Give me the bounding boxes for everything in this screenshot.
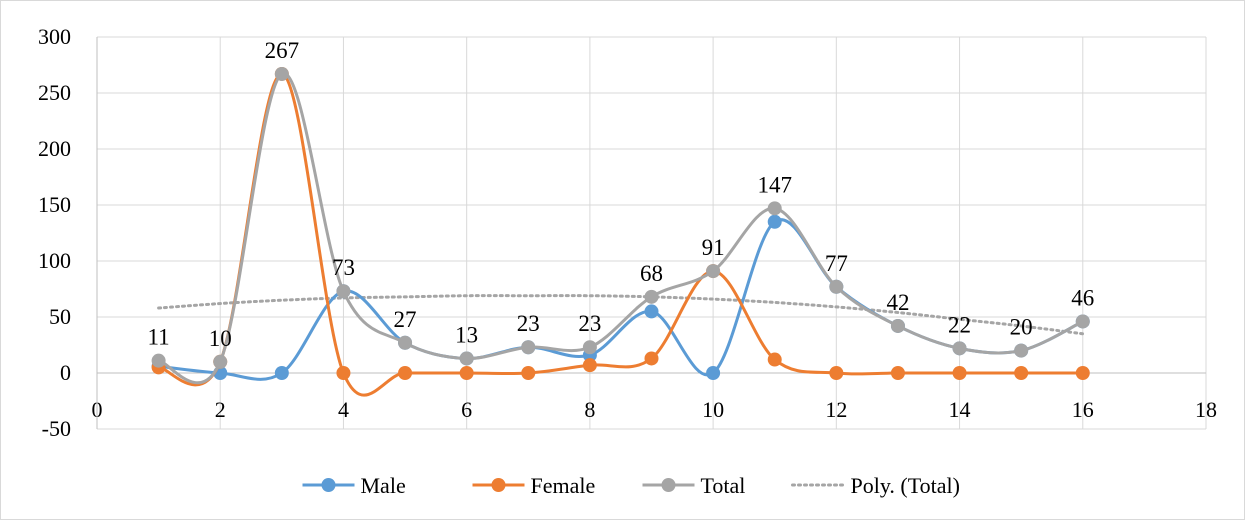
legend: Male Female Total Poly. (Total)	[302, 473, 960, 498]
data-label: 22	[948, 312, 971, 337]
data-point-total	[459, 351, 474, 366]
data-label: 20	[1010, 315, 1033, 340]
x-tick-label: 2	[215, 397, 226, 422]
data-label: 267	[265, 38, 300, 63]
legend-label: Poly. (Total)	[851, 473, 960, 498]
y-tick-label: 200	[38, 136, 71, 161]
data-labels: 11 10 267 73 27 13 23 23 68 91 147 77 42 22 20 46	[148, 38, 1095, 351]
series-plot	[151, 66, 1090, 397]
data-point-female	[829, 366, 844, 380]
data-label: 11	[148, 325, 170, 350]
data-point-total	[952, 341, 967, 356]
data-label: 27	[394, 307, 417, 332]
data-label: 77	[825, 251, 848, 276]
legend-label: Male	[361, 473, 406, 498]
gridlines	[96, 36, 1207, 430]
data-point-female	[582, 358, 597, 373]
y-tick-label: 150	[38, 192, 71, 217]
legend-marker	[661, 478, 676, 492]
data-point-total	[274, 66, 289, 81]
data-point-total	[767, 201, 782, 216]
y-tick-label: 250	[38, 80, 71, 105]
x-tick-label: 6	[461, 397, 472, 422]
y-tick-label: -50	[42, 416, 71, 441]
data-point-female	[767, 352, 782, 367]
data-label: 13	[455, 322, 478, 347]
data-point-total	[829, 279, 844, 294]
legend-item-male: Male	[302, 473, 406, 498]
data-label: 73	[332, 255, 355, 280]
data-point-total	[890, 318, 905, 333]
legend-marker	[491, 478, 506, 492]
data-point-total	[398, 335, 413, 350]
data-label: 91	[702, 235, 725, 260]
y-tick-label: 300	[38, 24, 71, 49]
x-tick-label: 14	[949, 397, 971, 422]
legend-marker	[321, 478, 336, 492]
data-point-total	[1075, 314, 1090, 329]
data-point-female	[459, 366, 474, 380]
data-point-total	[644, 289, 659, 304]
x-tick-label: 18	[1195, 397, 1217, 422]
legend-label: Total	[701, 473, 746, 498]
data-point-female	[890, 366, 905, 380]
data-label: 46	[1071, 285, 1094, 310]
data-label: 23	[578, 311, 601, 336]
data-point-total	[706, 264, 721, 279]
data-label: 147	[757, 172, 792, 197]
x-tick-label: 12	[825, 397, 847, 422]
x-tick-label: 16	[1072, 397, 1094, 422]
y-tick-label: 100	[38, 248, 71, 273]
data-point-female	[521, 366, 536, 380]
series-line-female	[158, 72, 1083, 397]
data-label: 68	[640, 261, 663, 286]
data-label: 42	[886, 290, 909, 315]
data-point-total	[582, 340, 597, 355]
data-point-male	[644, 304, 659, 319]
legend-item-total: Total	[642, 473, 746, 498]
data-point-female	[952, 366, 967, 380]
trendline-poly-total	[157, 294, 1085, 336]
data-point-male	[706, 366, 721, 380]
y-tick-label: 50	[49, 304, 71, 329]
x-tick-label: 8	[584, 397, 595, 422]
x-tick-label: 4	[338, 397, 349, 422]
data-point-total	[151, 353, 166, 368]
data-point-female	[336, 366, 351, 380]
data-point-female	[398, 366, 413, 380]
data-point-female	[1014, 366, 1029, 380]
data-point-female	[644, 351, 659, 366]
data-point-total	[336, 284, 351, 299]
data-label: 23	[517, 311, 540, 336]
data-label: 10	[209, 326, 232, 351]
data-point-total	[213, 354, 228, 369]
legend-item-female: Female	[472, 473, 596, 498]
data-point-male	[274, 366, 289, 380]
data-point-male	[767, 214, 782, 229]
legend-label: Female	[531, 473, 596, 498]
data-point-female	[1075, 366, 1090, 380]
data-point-total	[521, 340, 536, 355]
y-tick-label: 0	[60, 360, 71, 385]
legend-item-poly-total: Poly. (Total)	[791, 473, 960, 498]
x-tick-label: 10	[702, 397, 724, 422]
data-point-total	[1014, 343, 1029, 358]
